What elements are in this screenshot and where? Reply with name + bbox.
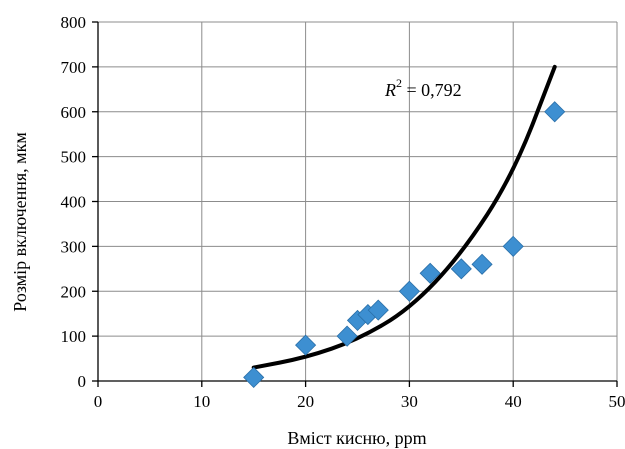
y-tick-label-3: 300 [61, 237, 87, 256]
axes [92, 21, 618, 387]
data-point-9 [471, 253, 493, 275]
data-points [243, 101, 566, 388]
y-tick-label-5: 500 [61, 148, 87, 167]
x-tick-label-0: 0 [94, 392, 103, 411]
y-tick-label-0: 0 [78, 372, 87, 391]
y-tick-label-7: 700 [61, 58, 87, 77]
r-squared-annotation: R2 = 0,792 [384, 76, 462, 100]
data-point-0 [243, 366, 265, 388]
x-tick-label-2: 20 [297, 392, 314, 411]
x-tick-label-4: 40 [505, 392, 522, 411]
r-value: = 0,792 [402, 80, 462, 100]
data-point-7 [419, 262, 441, 284]
data-point-5 [367, 299, 389, 321]
trendline [251, 64, 557, 370]
r-symbol: R [384, 80, 396, 100]
data-point-11 [544, 101, 566, 123]
x-tick-label-3: 30 [401, 392, 418, 411]
x-tick-labels: 0 10 20 30 40 50 [94, 392, 625, 411]
data-point-8 [450, 258, 472, 280]
y-tick-label-1: 100 [61, 327, 87, 346]
y-axis-label: Розмір включення, мкм [10, 132, 30, 311]
trendline-curve [251, 64, 557, 370]
y-tick-label-4: 400 [61, 193, 87, 212]
x-axis-label: Вміст кисню, ppm [287, 428, 426, 448]
y-tick-label-2: 200 [61, 282, 87, 301]
y-tick-labels: 0 100 200 300 400 500 600 700 800 [61, 13, 87, 391]
data-point-10 [502, 235, 524, 257]
data-point-1 [295, 334, 317, 356]
data-point-6 [398, 280, 420, 302]
grid-lines [97, 21, 618, 382]
r-superscript: 2 [396, 76, 402, 90]
y-tick-label-8: 800 [61, 13, 87, 32]
data-point-2 [336, 325, 358, 347]
y-tick-label-6: 600 [61, 103, 87, 122]
x-tick-label-5: 50 [609, 392, 625, 411]
x-tick-label-1: 10 [193, 392, 210, 411]
